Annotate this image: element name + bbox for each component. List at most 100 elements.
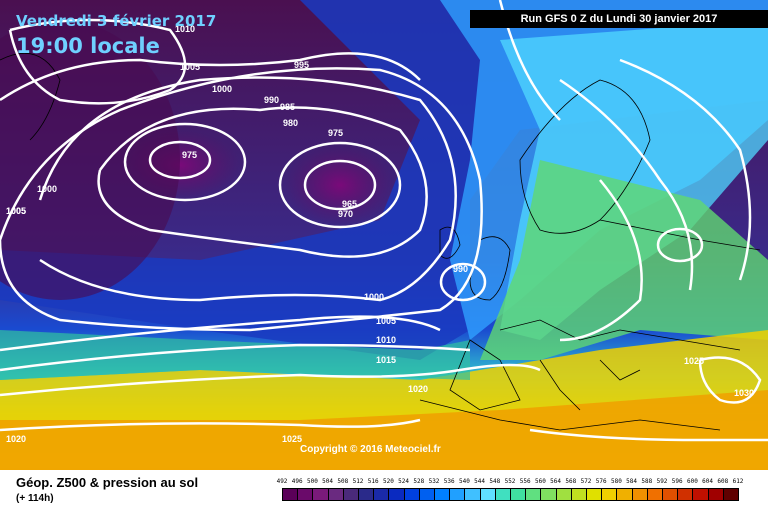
scale-label: 580 [610,478,622,485]
isobar-label: 965 [342,199,357,209]
scale-swatch [327,488,344,501]
isobar-label: 1005 [6,206,26,216]
scale-swatch [662,488,679,501]
scale-label: 608 [717,478,729,485]
scale-label: 588 [641,478,653,485]
scale-label: 584 [626,478,638,485]
isobar-label: 1010 [175,24,195,34]
scale-label: 548 [489,478,501,485]
isobar-label: 990 [264,95,279,105]
scale-swatch [677,488,694,501]
scale-swatch [570,488,587,501]
scale-swatch [434,488,451,501]
scale-label: 504 [322,478,334,485]
scale-swatch [586,488,603,501]
scale-swatch [510,488,527,501]
isobar-label: 985 [280,102,295,112]
scale-label: 612 [732,478,744,485]
isobar-label: 990 [453,264,468,274]
scale-swatch [479,488,496,501]
scale-label: 528 [413,478,425,485]
scale-swatch [646,488,663,501]
isobar-label: 975 [328,128,343,138]
scale-swatch [449,488,466,501]
scale-swatch [692,488,709,501]
isobar-label: 1000 [37,184,57,194]
forecast-date: Vendredi 3 février 2017 [16,12,217,30]
scale-label: 560 [534,478,546,485]
scale-label: 544 [474,478,486,485]
scale-label: 496 [291,478,303,485]
isobar-label: 980 [283,118,298,128]
scale-swatch [494,488,511,501]
field-green [480,160,768,360]
scale-swatch [342,488,359,501]
isobar-label: 1030 [734,388,754,398]
scale-label: 536 [443,478,455,485]
scale-label: 556 [519,478,531,485]
isobar-label: 1025 [684,356,704,366]
scale-label: 564 [550,478,562,485]
isobar-label: 1015 [376,355,396,365]
coastlines [0,52,761,431]
scale-swatch [373,488,390,501]
isobar-label: 1020 [408,384,428,394]
scale-swatch [403,488,420,501]
isobar-label: 1020 [6,434,26,444]
run-info: Run GFS 0 Z du Lundi 30 janvier 2017 [470,10,768,28]
scale-swatch [464,488,481,501]
copyright: Copyright © 2016 Meteociel.fr [300,444,441,455]
scale-swatch [555,488,572,501]
isobar-label: 970 [338,209,353,219]
scale-swatch [631,488,648,501]
scale-label: 568 [565,478,577,485]
scale-swatch [707,488,724,501]
isobar-label: 975 [182,150,197,160]
footer-title: Géop. Z500 & pression au sol [16,475,199,490]
scale-label: 532 [428,478,440,485]
scale-swatch [388,488,405,501]
scale-swatch [722,488,739,501]
forecast-time: 19:00 locale [16,34,160,58]
isobar-label: 1005 [376,316,396,326]
scale-label: 572 [580,478,592,485]
isobar-label: 1000 [212,84,232,94]
field-teal-band [0,330,470,380]
scale-label: 604 [702,478,714,485]
scale-label: 596 [671,478,683,485]
scale-label: 500 [306,478,318,485]
isobar-label: 995 [294,60,309,70]
scale-label: 492 [276,478,288,485]
isobar-label: 1000 [364,292,384,302]
scale-label: 576 [595,478,607,485]
isobar-label: 1005 [6,206,26,216]
color-scale: 492 496 500 504 508 512 516 520 524 528 532 536 540 5… [277,478,752,508]
weather-map: 1005 1010 1005 995 1000 990 985 980 975 … [0,0,768,470]
scale-label: 540 [458,478,470,485]
scale-label: 512 [352,478,364,485]
scale-label: 600 [686,478,698,485]
scale-swatch [282,488,299,501]
scale-swatch [616,488,633,501]
scale-label: 524 [398,478,410,485]
scale-label: 508 [337,478,349,485]
isobar-label: 1010 [376,335,396,345]
scale-swatch [540,488,557,501]
footer-subtitle: (+ 114h) [16,493,54,504]
scale-swatch [525,488,542,501]
scale-swatch [358,488,375,501]
isobar-label: 1025 [282,434,302,444]
field-orange [0,390,768,470]
scale-label: 520 [382,478,394,485]
scale-swatch [601,488,618,501]
isobar-labels: 1005 1010 1005 995 1000 990 985 980 975 … [6,24,754,444]
scale-label: 516 [367,478,379,485]
map-svg: 1005 1010 1005 995 1000 990 985 980 975 … [0,0,768,470]
scale-swatch [312,488,329,501]
low-center-main [285,145,395,225]
scale-swatch [297,488,314,501]
scale-label: 592 [656,478,668,485]
scale-swatch [418,488,435,501]
scale-label: 552 [504,478,516,485]
isobars [0,0,768,440]
